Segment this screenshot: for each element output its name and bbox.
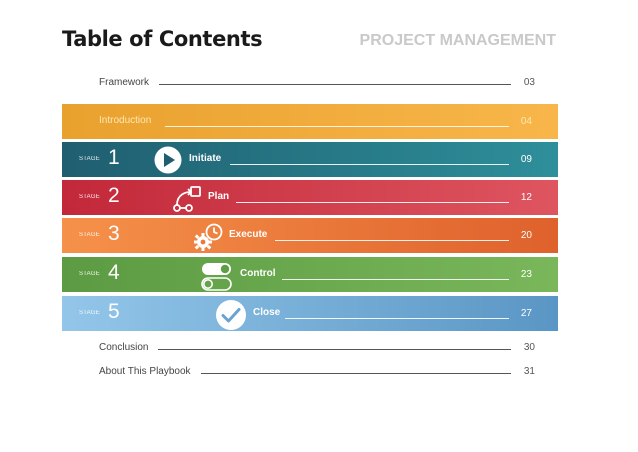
stage-number: 4 [108,261,120,284]
stage-label: STAGE [79,271,100,277]
stage-name: Execute [229,229,268,240]
leader-line [165,126,509,127]
stage-number: 3 [108,222,120,245]
toc-item-framework[interactable]: Framework 03 [99,75,535,89]
leader-line [275,240,509,241]
toc-page-number: 27 [520,308,532,319]
toc-page-number: 20 [520,230,532,241]
flow-icon [172,184,204,219]
stage-name: Plan [208,191,230,202]
leader-line [159,83,511,85]
toc-item-label: Conclusion [99,341,149,353]
brand-title: PROJECT MANAGEMENT [359,32,556,49]
stage-label: STAGE [79,194,100,200]
toc-page-number: 09 [520,154,532,165]
toc-page-number: 23 [520,269,532,280]
toc-item-label: Framework [99,76,150,88]
leader-line [285,318,509,319]
toc-item-label: About This Playbook [99,365,191,377]
stage-name: Initiate [189,153,222,164]
page-title: Table of Contents [62,27,263,51]
stage-number: 5 [108,300,120,323]
toc-item-introduction[interactable]: Introduction 04 [62,104,558,139]
play-icon [154,146,182,179]
toc-page-number: 31 [523,365,535,377]
leader-line [200,372,511,374]
toc-page-number: 04 [520,116,532,127]
toc-item-stage-4[interactable]: STAGE 4 Control 23 [62,257,558,292]
toc-page-number: 03 [523,76,535,88]
stage-name: Control [240,268,276,279]
toc-item-stage-3[interactable]: STAGE 3 Execute 20 [62,218,558,253]
checkmark-icon [215,299,247,336]
stage-label: STAGE [79,156,100,162]
toc-item-stage-5[interactable]: STAGE 5 Close 27 [62,296,558,331]
toc-page-number: 12 [520,192,532,203]
leader-line [282,279,509,280]
toc-item-stage-2[interactable]: STAGE 2 Plan 12 [62,180,558,215]
gear-clock-icon [192,221,224,258]
toc-item-stage-1[interactable]: STAGE 1 Initiate 09 [62,142,558,177]
toc-item-about[interactable]: About This Playbook 31 [99,364,535,378]
leader-line [230,164,509,165]
stage-number: 1 [108,146,120,169]
toggle-icon [201,262,233,297]
leader-line [236,202,509,203]
toc-page-number: 30 [523,341,535,353]
stage-label: STAGE [79,310,100,316]
toc-item-label: Introduction [99,115,152,126]
stage-label: STAGE [79,232,100,238]
toc-item-conclusion[interactable]: Conclusion 30 [99,340,535,354]
leader-line [158,348,511,350]
stage-name: Close [253,307,281,318]
stage-number: 2 [108,184,120,207]
